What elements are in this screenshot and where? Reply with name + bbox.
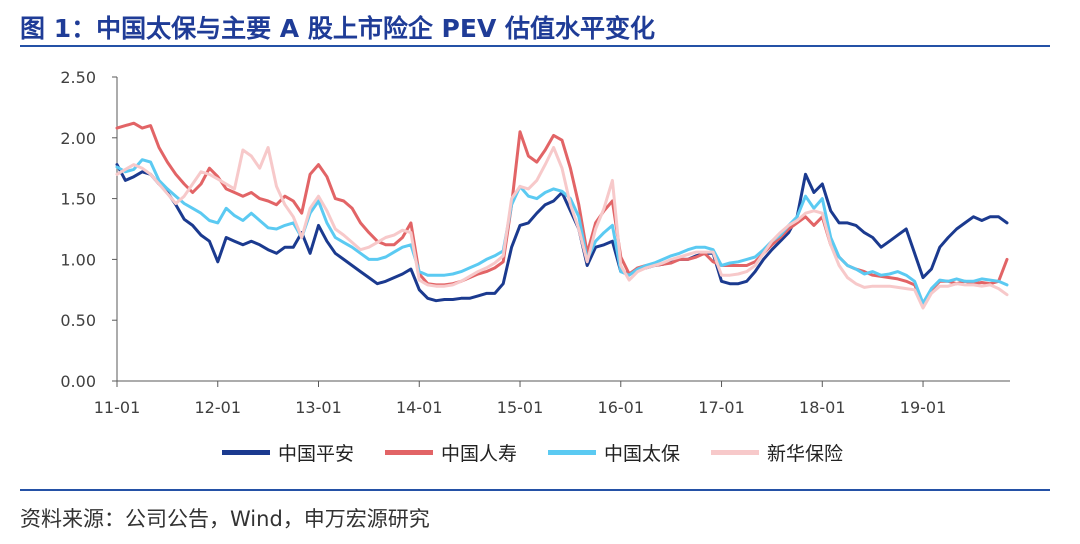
legend-label-3: 中国太保 <box>604 442 681 465</box>
x-tick-label: 18-01 <box>799 398 846 417</box>
x-tick-label: 11-01 <box>94 398 141 417</box>
legend-item-3: 中国太保 <box>548 439 711 465</box>
legend-label-1: 中国平安 <box>278 442 355 465</box>
legend-label-4: 新华保险 <box>767 442 844 465</box>
legend-swatch-2 <box>385 449 433 455</box>
legend-label-2: 中国人寿 <box>441 442 518 465</box>
source-divider <box>20 489 1050 491</box>
y-tick-label: 1.00 <box>60 250 96 269</box>
y-tick-label: 2.00 <box>60 129 96 148</box>
legend-swatch-3 <box>548 449 596 455</box>
y-tick-label: 1.50 <box>60 190 96 209</box>
series-line-3 <box>115 158 1009 305</box>
y-tick-label: 0.50 <box>60 311 96 330</box>
chart-legend: 中国平安 中国人寿 中国太保 新华保险 <box>222 439 874 465</box>
y-tick-label: 2.50 <box>60 68 96 87</box>
x-tick-label: 16-01 <box>598 398 645 417</box>
x-tick-label: 14-01 <box>396 398 443 417</box>
x-tick-label: 17-01 <box>698 398 745 417</box>
chart-axes: 0.00 0.50 1.00 1.50 2.00 2.50 11-01 12-01 13-01 1… <box>60 68 1010 417</box>
legend-swatch-4 <box>711 449 759 455</box>
title-divider <box>20 45 1050 47</box>
legend-item-4: 新华保险 <box>711 439 874 465</box>
figure-title: 图 1：中国太保与主要 A 股上市险企 PEV 估值水平变化 <box>20 14 656 43</box>
pev-line-chart: 0.00 0.50 1.00 1.50 2.00 2.50 11-01 12-01 13-01 1… <box>60 68 1010 417</box>
x-tick-label: 13-01 <box>295 398 342 417</box>
legend-swatch-1 <box>222 449 270 455</box>
x-tick-label: 19-01 <box>900 398 947 417</box>
source-note: 资料来源：公司公告，Wind，申万宏源研究 <box>20 507 430 531</box>
x-tick-label: 12-01 <box>195 398 242 417</box>
y-tick-label: 0.00 <box>60 372 96 391</box>
series-line-4 <box>115 146 1009 310</box>
x-tick-label: 15-01 <box>497 398 544 417</box>
legend-item-2: 中国人寿 <box>385 439 548 465</box>
legend-item-1: 中国平安 <box>222 439 385 465</box>
series-line-1 <box>115 163 1009 303</box>
series-lines <box>115 121 1009 310</box>
